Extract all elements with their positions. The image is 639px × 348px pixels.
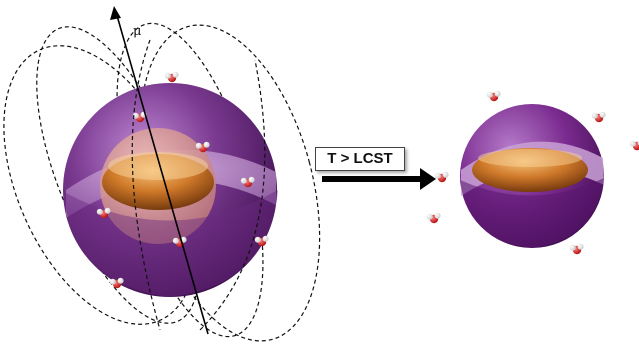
condition-label: T > LCST [315,147,405,171]
swollen-particle [3,6,321,342]
dipole-symbol-label: μ [133,24,142,39]
collapsed-particle [426,90,639,255]
transition-arrow [322,168,436,190]
dipole-axis [110,6,209,335]
